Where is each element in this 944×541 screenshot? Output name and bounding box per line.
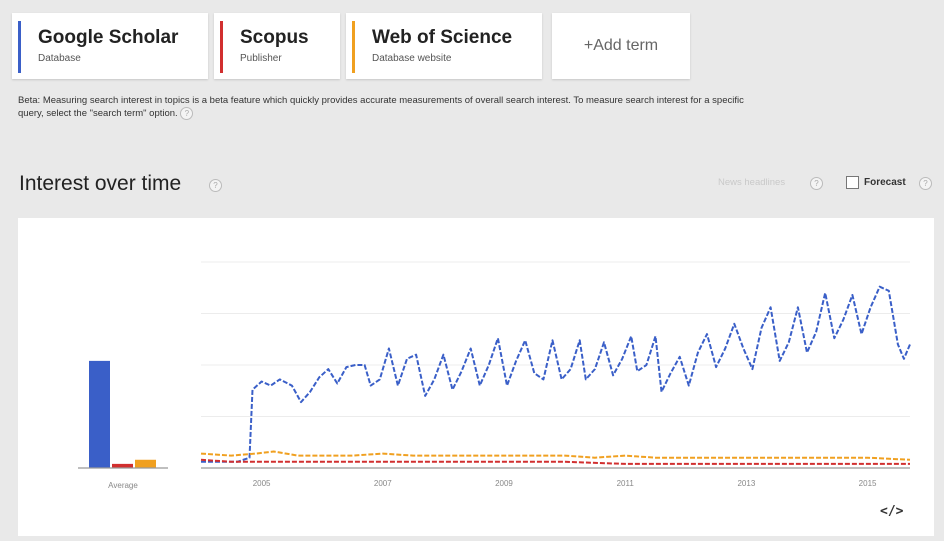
interest-chart-panel: Average 2005 2007 2009 2011 2013 2015 </> [18,218,934,536]
series-line-web-of-science [200,450,911,461]
term-title: Web of Science [372,27,513,48]
add-term-button[interactable]: +Add term [552,13,690,79]
x-tick-label: 2007 [374,479,392,488]
average-bar-web-of-science [135,459,156,468]
term-title: Scopus [240,27,309,48]
x-tick-label: 2005 [253,479,271,488]
term-color-bar [352,21,355,73]
term-card-google-scholar[interactable]: Google Scholar Database [12,13,208,79]
x-tick-label: 2015 [859,479,877,488]
series-line-google-scholar [201,285,911,463]
embed-icon[interactable]: </> [880,504,904,519]
help-icon[interactable]: ? [209,179,222,192]
x-tick-label: 2013 [737,479,755,488]
average-bar-scopus [112,463,133,468]
beta-notice-text: Beta: Measuring search interest in topic… [18,95,744,120]
term-subtitle: Database website [372,53,452,64]
section-title: Interest over time [19,172,182,195]
x-tick-label: 2009 [495,479,513,488]
average-label: Average [108,481,138,490]
term-title: Google Scholar [38,27,179,48]
term-card-web-of-science[interactable]: Web of Science Database website [346,13,542,79]
x-tick-label: 2011 [617,479,635,488]
forecast-checkbox[interactable] [846,176,859,189]
term-card-scopus[interactable]: Scopus Publisher [214,13,340,79]
term-color-bar [220,21,223,73]
average-bar-google-scholar [89,360,110,468]
forecast-label: Forecast [864,177,906,188]
term-color-bar [18,21,21,73]
series-line-scopus [200,458,910,465]
help-icon[interactable]: ? [180,107,194,120]
beta-notice: Beta: Measuring search interest in topic… [18,94,758,120]
help-icon[interactable]: ? [919,177,932,190]
term-subtitle: Publisher [240,53,282,64]
help-icon[interactable]: ? [810,177,823,190]
interest-chart: Average 2005 2007 2009 2011 2013 2015 [78,261,911,490]
term-subtitle: Database [38,53,81,64]
news-headlines-toggle[interactable]: News headlines [718,177,786,188]
